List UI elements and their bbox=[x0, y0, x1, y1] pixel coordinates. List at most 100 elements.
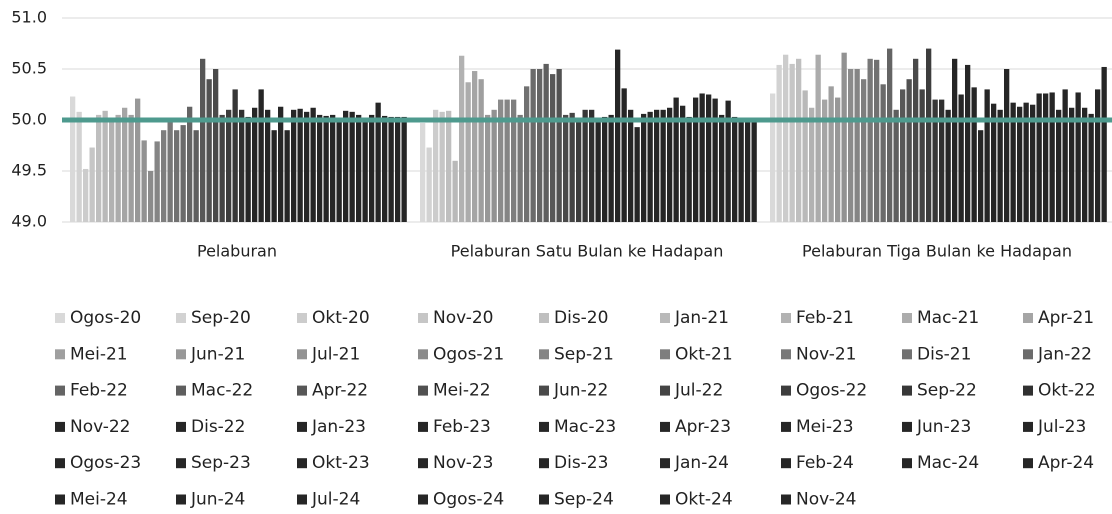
legend-swatch bbox=[660, 313, 670, 323]
legend-swatch bbox=[1023, 349, 1033, 360]
legend-swatch bbox=[539, 494, 549, 505]
legend-label: Jan-21 bbox=[674, 308, 729, 328]
bar bbox=[206, 79, 212, 222]
bar bbox=[323, 115, 329, 222]
bar bbox=[76, 111, 82, 222]
bar bbox=[96, 114, 102, 222]
bar bbox=[699, 93, 705, 222]
bar bbox=[945, 109, 951, 222]
legend-swatch bbox=[660, 385, 670, 396]
bar bbox=[770, 93, 776, 222]
x-tick-label: Pelaburan Tiga Bulan ke Hadapan bbox=[802, 242, 1072, 261]
bar bbox=[867, 58, 873, 222]
bar bbox=[589, 109, 595, 222]
bar bbox=[1095, 89, 1101, 223]
legend-swatch bbox=[297, 385, 307, 396]
legend-swatch bbox=[297, 313, 307, 323]
legend-swatch bbox=[902, 421, 912, 432]
bar bbox=[115, 114, 121, 222]
legend-label: Nov-24 bbox=[796, 490, 857, 510]
legend-swatch bbox=[418, 421, 428, 432]
bar bbox=[232, 89, 238, 223]
bar bbox=[680, 105, 686, 222]
bar bbox=[135, 98, 141, 222]
legend-label: Ogos-24 bbox=[433, 490, 504, 510]
legend-swatch bbox=[660, 458, 670, 469]
bar bbox=[219, 114, 225, 222]
bar bbox=[958, 94, 964, 222]
legend-label: Okt-23 bbox=[312, 453, 370, 473]
bar bbox=[271, 130, 277, 222]
legend-label: Jul-22 bbox=[674, 381, 723, 401]
bar bbox=[828, 86, 834, 222]
bar bbox=[1017, 106, 1023, 222]
bar bbox=[245, 116, 251, 222]
bar bbox=[284, 130, 290, 222]
legend-label: Sep-22 bbox=[917, 381, 977, 401]
legend-swatch bbox=[1023, 385, 1033, 396]
bar bbox=[848, 69, 854, 222]
bar bbox=[751, 117, 757, 222]
bar bbox=[1036, 93, 1042, 222]
legend-swatch bbox=[418, 313, 428, 323]
legend-label: Jan-22 bbox=[1037, 344, 1092, 364]
bar bbox=[647, 111, 653, 222]
legend-label: Nov-22 bbox=[70, 417, 131, 437]
legend-swatch bbox=[781, 458, 791, 469]
legend-label: Sep-21 bbox=[554, 344, 614, 364]
bar bbox=[200, 58, 206, 222]
bar bbox=[395, 116, 401, 222]
bar bbox=[595, 117, 601, 222]
bar bbox=[356, 114, 362, 222]
bar bbox=[310, 107, 316, 222]
bar bbox=[1010, 102, 1016, 222]
legend-label: Okt-22 bbox=[1038, 381, 1096, 401]
legend-label: Okt-20 bbox=[312, 308, 370, 328]
legend-swatch bbox=[297, 494, 307, 505]
bar bbox=[452, 160, 458, 222]
bar bbox=[537, 69, 543, 222]
bar bbox=[712, 98, 718, 222]
bar bbox=[336, 117, 342, 222]
bar bbox=[439, 111, 445, 222]
bar bbox=[815, 54, 821, 222]
legend-label: Apr-24 bbox=[1038, 453, 1094, 473]
bar bbox=[517, 114, 523, 222]
bar bbox=[738, 117, 744, 222]
legend-label: Dis-23 bbox=[554, 453, 608, 473]
legend-label: Ogos-22 bbox=[796, 381, 867, 401]
legend-label: Sep-23 bbox=[191, 453, 251, 473]
legend-label: Mac-22 bbox=[191, 381, 253, 401]
bar bbox=[148, 171, 154, 222]
legend-swatch bbox=[539, 313, 549, 323]
legend-label: Jun-24 bbox=[190, 490, 245, 510]
bar bbox=[776, 64, 782, 222]
bar bbox=[161, 130, 167, 222]
bar bbox=[1023, 102, 1029, 222]
bar bbox=[102, 110, 108, 222]
bar bbox=[239, 109, 245, 222]
bar bbox=[478, 79, 484, 222]
legend-label: Okt-21 bbox=[675, 344, 733, 364]
legend-swatch bbox=[418, 458, 428, 469]
legend-swatch bbox=[902, 458, 912, 469]
bar bbox=[556, 69, 562, 222]
legend-label: Dis-20 bbox=[554, 308, 608, 328]
bar bbox=[550, 74, 556, 222]
bar bbox=[167, 121, 173, 222]
legend-label: Dis-22 bbox=[191, 417, 245, 437]
legend-swatch bbox=[297, 458, 307, 469]
legend-label: Jul-23 bbox=[1037, 417, 1086, 437]
bar bbox=[297, 108, 303, 222]
bar bbox=[582, 109, 588, 222]
x-tick-label: Pelaburan Satu Bulan ke Hadapan bbox=[451, 242, 724, 261]
bar bbox=[180, 125, 186, 222]
legend-swatch bbox=[902, 385, 912, 396]
bar bbox=[258, 89, 264, 223]
bar bbox=[504, 99, 510, 222]
bar bbox=[615, 49, 621, 223]
legend-swatch bbox=[1023, 458, 1033, 469]
legend-label: Jun-21 bbox=[190, 344, 245, 364]
legend-label: Jun-23 bbox=[916, 417, 971, 437]
bar bbox=[673, 97, 679, 222]
